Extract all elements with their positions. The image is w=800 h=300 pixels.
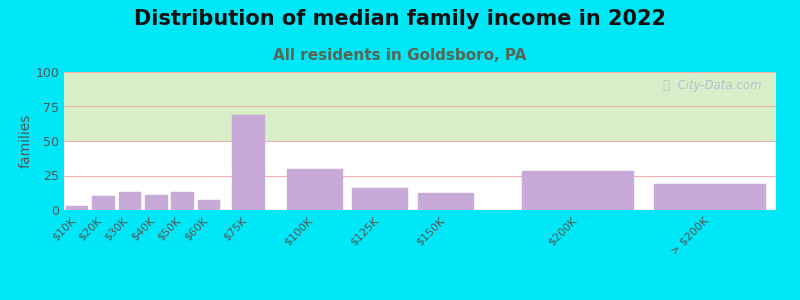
Bar	[171, 192, 194, 210]
Y-axis label: families: families	[18, 114, 33, 168]
Bar	[418, 194, 474, 210]
Bar	[198, 200, 220, 210]
Bar	[66, 206, 88, 210]
Text: All residents in Goldsboro, PA: All residents in Goldsboro, PA	[274, 48, 526, 63]
Bar	[353, 188, 409, 210]
Bar	[92, 196, 114, 210]
Text: Distribution of median family income in 2022: Distribution of median family income in …	[134, 9, 666, 29]
Text: ⓘ  City-Data.com: ⓘ City-Data.com	[663, 79, 762, 92]
Bar	[232, 115, 266, 210]
Bar	[118, 192, 141, 210]
Bar	[286, 169, 342, 210]
Bar	[145, 195, 167, 210]
Bar	[522, 171, 634, 210]
Bar	[654, 184, 766, 210]
